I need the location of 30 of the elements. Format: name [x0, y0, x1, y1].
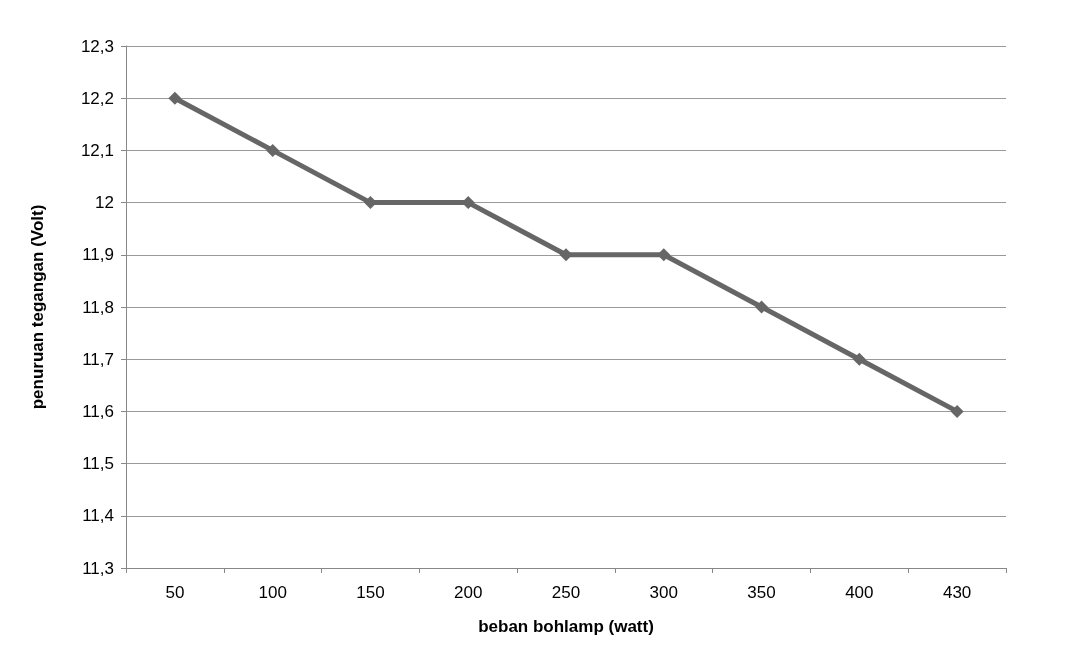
point — [852, 352, 866, 366]
point — [950, 404, 964, 418]
x-tick-label: 300 — [649, 583, 678, 602]
point — [266, 143, 280, 157]
y-tick-label: 11,5 — [82, 454, 114, 474]
y-tick-label: 11,6 — [82, 401, 114, 421]
y-tick-label: 11,8 — [82, 297, 114, 317]
point — [168, 91, 182, 105]
y-tick-label: 12,1 — [80, 140, 114, 160]
y-axis-title: penuruan tegangan (Volt) — [28, 204, 47, 410]
x-tick-label: 430 — [942, 583, 972, 602]
x-tick-label: 400 — [845, 583, 874, 602]
x-axis-title: beban bohlamp (watt) — [478, 617, 654, 636]
x-tick-label: 350 — [747, 583, 776, 602]
y-tick-label: 12,3 — [80, 36, 114, 56]
y-tick-label: 12 — [95, 193, 114, 213]
x-tick-label: 150 — [356, 583, 385, 602]
y-tick-label: 11,9 — [82, 245, 114, 265]
y-tick-label: 11,3 — [82, 558, 114, 578]
x-tick-label: 250 — [551, 583, 581, 602]
y-tick-label: 11,7 — [82, 349, 114, 369]
point — [559, 248, 573, 262]
x-tick-label: 200 — [454, 583, 483, 602]
point — [657, 248, 671, 262]
point — [755, 300, 769, 314]
point — [363, 196, 377, 210]
x-tick-label: 50 — [165, 583, 185, 602]
y-tick-label: 11,4 — [82, 506, 114, 526]
x-tick-label: 100 — [258, 583, 287, 602]
y-tick-label: 12,2 — [80, 88, 114, 108]
